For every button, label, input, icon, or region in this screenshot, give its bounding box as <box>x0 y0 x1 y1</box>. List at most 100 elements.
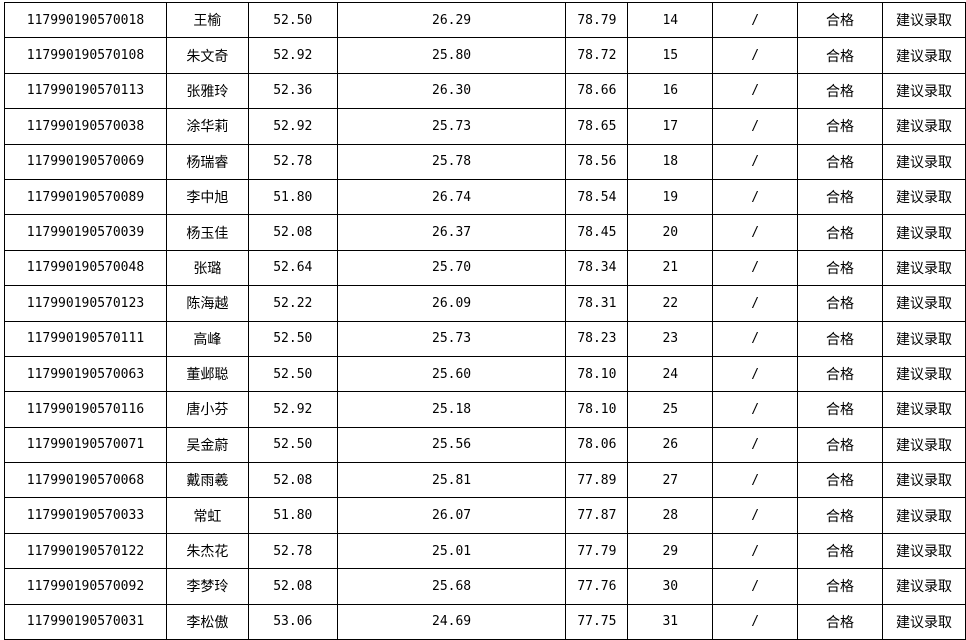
decision-cell: 建议录取 <box>881 285 966 322</box>
candidate-id-cell: 117990190570113 <box>4 72 167 110</box>
written-score-cell: 52.50 <box>247 1 338 39</box>
note-cell: / <box>712 1 799 39</box>
candidate-id-cell: 117990190570071 <box>4 426 167 464</box>
note-cell: / <box>712 462 799 499</box>
result-cell: 合格 <box>797 532 883 570</box>
written-score-cell: 52.78 <box>247 143 338 180</box>
result-cell: 合格 <box>797 355 883 393</box>
total-score-cell: 77.76 <box>565 568 629 605</box>
decision-cell: 建议录取 <box>881 72 966 110</box>
written-score-cell: 51.80 <box>247 497 338 534</box>
result-cell: 合格 <box>797 285 883 322</box>
interview-score-cell: 25.78 <box>336 143 567 180</box>
written-score-cell: 53.06 <box>247 603 338 640</box>
written-score-cell: 52.64 <box>247 249 338 287</box>
table-row: 117990190570092 李梦玲 52.08 25.68 77.76 30/合格 建议… <box>4 568 966 605</box>
total-score-cell: 78.66 <box>565 72 629 110</box>
table-row: 117990190570113 张雅玲 52.36 26.30 78.66 16/合格 建议… <box>4 72 966 110</box>
interview-score-cell: 25.80 <box>336 37 567 74</box>
total-score-cell: 78.10 <box>565 391 629 428</box>
note-cell: / <box>712 497 799 534</box>
interview-score-cell: 25.60 <box>336 355 567 393</box>
table-row: 117990190570038 涂华莉 52.92 25.73 78.65 17/合格 建议… <box>4 108 966 145</box>
candidate-name-cell: 陈海越 <box>165 285 249 322</box>
total-score-cell: 77.75 <box>565 603 629 640</box>
rank-cell: 15 <box>627 37 714 74</box>
written-score-cell: 52.22 <box>247 285 338 322</box>
rank-cell: 17 <box>627 108 714 145</box>
interview-score-cell: 26.07 <box>336 497 567 534</box>
candidate-id-cell: 117990190570089 <box>4 178 167 216</box>
candidate-name-cell: 吴金蔚 <box>165 426 249 464</box>
table-row: 117990190570063 董邺聪 52.50 25.60 78.10 24/合格 建议… <box>4 355 966 393</box>
candidate-id-cell: 117990190570116 <box>4 391 167 428</box>
candidate-id-cell: 117990190570092 <box>4 568 167 605</box>
written-score-cell: 52.78 <box>247 532 338 570</box>
table-row: 117990190570089 李中旭 51.80 26.74 78.54 19/合格 建议… <box>4 178 966 216</box>
note-cell: / <box>712 426 799 464</box>
written-score-cell: 51.80 <box>247 178 338 216</box>
candidate-name-cell: 常虹 <box>165 497 249 534</box>
rank-cell: 29 <box>627 532 714 570</box>
interview-score-cell: 26.30 <box>336 72 567 110</box>
written-score-cell: 52.50 <box>247 320 338 357</box>
interview-score-cell: 26.29 <box>336 1 567 39</box>
candidate-name-cell: 王榆 <box>165 1 249 39</box>
table-row: 117990190570111 高峰 52.50 25.73 78.23 23/合格 建议录… <box>4 320 966 357</box>
table-row: 117990190570069 杨瑞睿 52.78 25.78 78.56 18/合格 建议… <box>4 143 966 180</box>
interview-score-cell: 26.09 <box>336 285 567 322</box>
candidate-name-cell: 唐小芬 <box>165 391 249 428</box>
written-score-cell: 52.08 <box>247 568 338 605</box>
candidate-id-cell: 117990190570018 <box>4 1 167 39</box>
table-row: 117990190570033 常虹 51.80 26.07 77.87 28/合格 建议录… <box>4 497 966 534</box>
result-cell: 合格 <box>797 178 883 216</box>
results-table: 117990190570018 王榆 52.50 26.29 78.79 14/合格 建议录… <box>4 1 966 640</box>
table-row: 117990190570123 陈海越 52.22 26.09 78.31 22/合格 建议… <box>4 285 966 322</box>
total-score-cell: 78.34 <box>565 249 629 287</box>
written-score-cell: 52.50 <box>247 355 338 393</box>
total-score-cell: 78.31 <box>565 285 629 322</box>
candidate-name-cell: 杨玉佳 <box>165 214 249 251</box>
total-score-cell: 78.65 <box>565 108 629 145</box>
rank-cell: 20 <box>627 214 714 251</box>
rank-cell: 26 <box>627 426 714 464</box>
decision-cell: 建议录取 <box>881 143 966 180</box>
note-cell: / <box>712 285 799 322</box>
rank-cell: 18 <box>627 143 714 180</box>
decision-cell: 建议录取 <box>881 603 966 640</box>
candidate-id-cell: 117990190570123 <box>4 285 167 322</box>
candidate-name-cell: 杨瑞睿 <box>165 143 249 180</box>
result-cell: 合格 <box>797 108 883 145</box>
rank-cell: 31 <box>627 603 714 640</box>
candidate-name-cell: 高峰 <box>165 320 249 357</box>
candidate-id-cell: 117990190570063 <box>4 355 167 393</box>
interview-score-cell: 25.73 <box>336 320 567 357</box>
total-score-cell: 78.72 <box>565 37 629 74</box>
table-row: 117990190570116 唐小芬 52.92 25.18 78.10 25/合格 建议… <box>4 391 966 428</box>
decision-cell: 建议录取 <box>881 320 966 357</box>
note-cell: / <box>712 72 799 110</box>
rank-cell: 27 <box>627 462 714 499</box>
note-cell: / <box>712 108 799 145</box>
candidate-id-cell: 117990190570111 <box>4 320 167 357</box>
rank-cell: 16 <box>627 72 714 110</box>
total-score-cell: 78.54 <box>565 178 629 216</box>
total-score-cell: 77.89 <box>565 462 629 499</box>
interview-score-cell: 25.01 <box>336 532 567 570</box>
candidate-name-cell: 李松傲 <box>165 603 249 640</box>
note-cell: / <box>712 532 799 570</box>
result-cell: 合格 <box>797 568 883 605</box>
table-row: 117990190570071 吴金蔚 52.50 25.56 78.06 26/合格 建议… <box>4 426 966 464</box>
decision-cell: 建议录取 <box>881 532 966 570</box>
rank-cell: 14 <box>627 1 714 39</box>
rank-cell: 28 <box>627 497 714 534</box>
total-score-cell: 78.56 <box>565 143 629 180</box>
table-row: 117990190570031 李松傲 53.06 24.69 77.75 31/合格 建议… <box>4 603 966 640</box>
decision-cell: 建议录取 <box>881 355 966 393</box>
note-cell: / <box>712 603 799 640</box>
interview-score-cell: 26.74 <box>336 178 567 216</box>
interview-score-cell: 25.18 <box>336 391 567 428</box>
rank-cell: 30 <box>627 568 714 605</box>
interview-score-cell: 25.81 <box>336 462 567 499</box>
written-score-cell: 52.92 <box>247 37 338 74</box>
